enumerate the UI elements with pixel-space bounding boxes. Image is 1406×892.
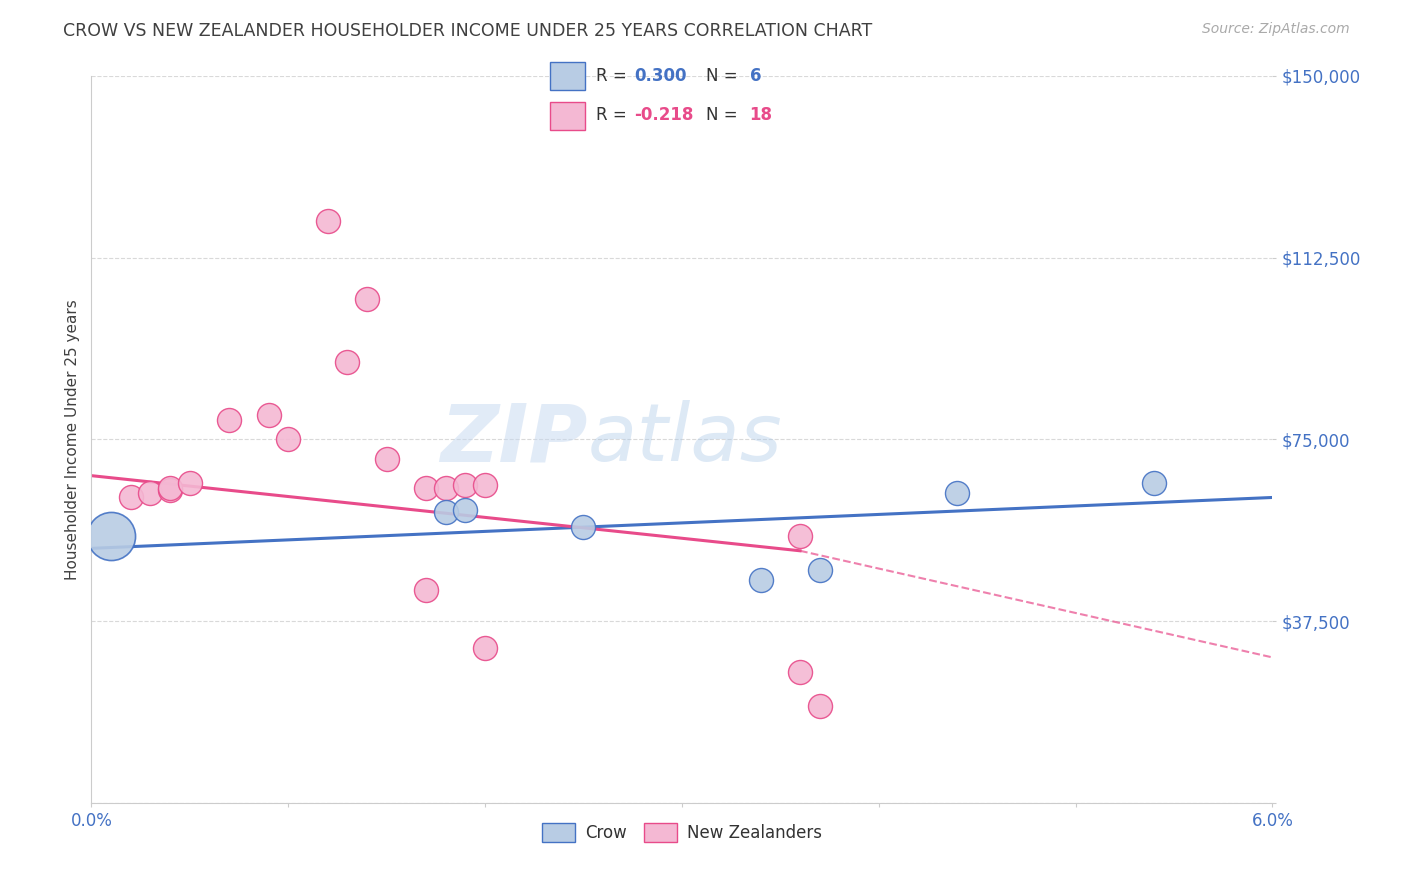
- Point: [454, 502, 477, 516]
- Text: -0.218: -0.218: [634, 106, 695, 124]
- Point: [120, 491, 142, 505]
- Point: [415, 481, 437, 495]
- Text: Source: ZipAtlas.com: Source: ZipAtlas.com: [1202, 22, 1350, 37]
- Point: [808, 698, 831, 713]
- Point: [434, 505, 457, 519]
- Point: [375, 451, 398, 466]
- Point: [415, 582, 437, 597]
- Point: [749, 573, 772, 587]
- Point: [946, 485, 969, 500]
- Text: ZIP: ZIP: [440, 401, 588, 478]
- Point: [159, 481, 181, 495]
- Text: R =: R =: [596, 106, 633, 124]
- Point: [139, 485, 162, 500]
- Point: [179, 475, 201, 490]
- Point: [257, 408, 280, 422]
- Point: [789, 665, 811, 679]
- FancyBboxPatch shape: [550, 62, 585, 90]
- Point: [1143, 475, 1166, 490]
- FancyBboxPatch shape: [550, 102, 585, 130]
- Point: [100, 529, 122, 543]
- Point: [356, 292, 378, 306]
- Point: [159, 483, 181, 498]
- Text: CROW VS NEW ZEALANDER HOUSEHOLDER INCOME UNDER 25 YEARS CORRELATION CHART: CROW VS NEW ZEALANDER HOUSEHOLDER INCOME…: [63, 22, 873, 40]
- Point: [454, 478, 477, 492]
- Text: 18: 18: [749, 106, 773, 124]
- Point: [808, 563, 831, 577]
- Text: N =: N =: [706, 106, 742, 124]
- Text: 0.300: 0.300: [634, 68, 688, 86]
- Y-axis label: Householder Income Under 25 years: Householder Income Under 25 years: [65, 299, 80, 580]
- Text: R =: R =: [596, 68, 633, 86]
- Legend: Crow, New Zealanders: Crow, New Zealanders: [536, 816, 828, 849]
- Point: [218, 413, 240, 427]
- Point: [434, 481, 457, 495]
- Point: [336, 355, 359, 369]
- Point: [474, 478, 496, 492]
- Point: [316, 214, 339, 228]
- Text: N =: N =: [706, 68, 742, 86]
- Point: [572, 519, 595, 533]
- Text: atlas: atlas: [588, 401, 782, 478]
- Text: 6: 6: [749, 68, 761, 86]
- Point: [277, 432, 299, 446]
- Point: [474, 640, 496, 655]
- Point: [789, 529, 811, 543]
